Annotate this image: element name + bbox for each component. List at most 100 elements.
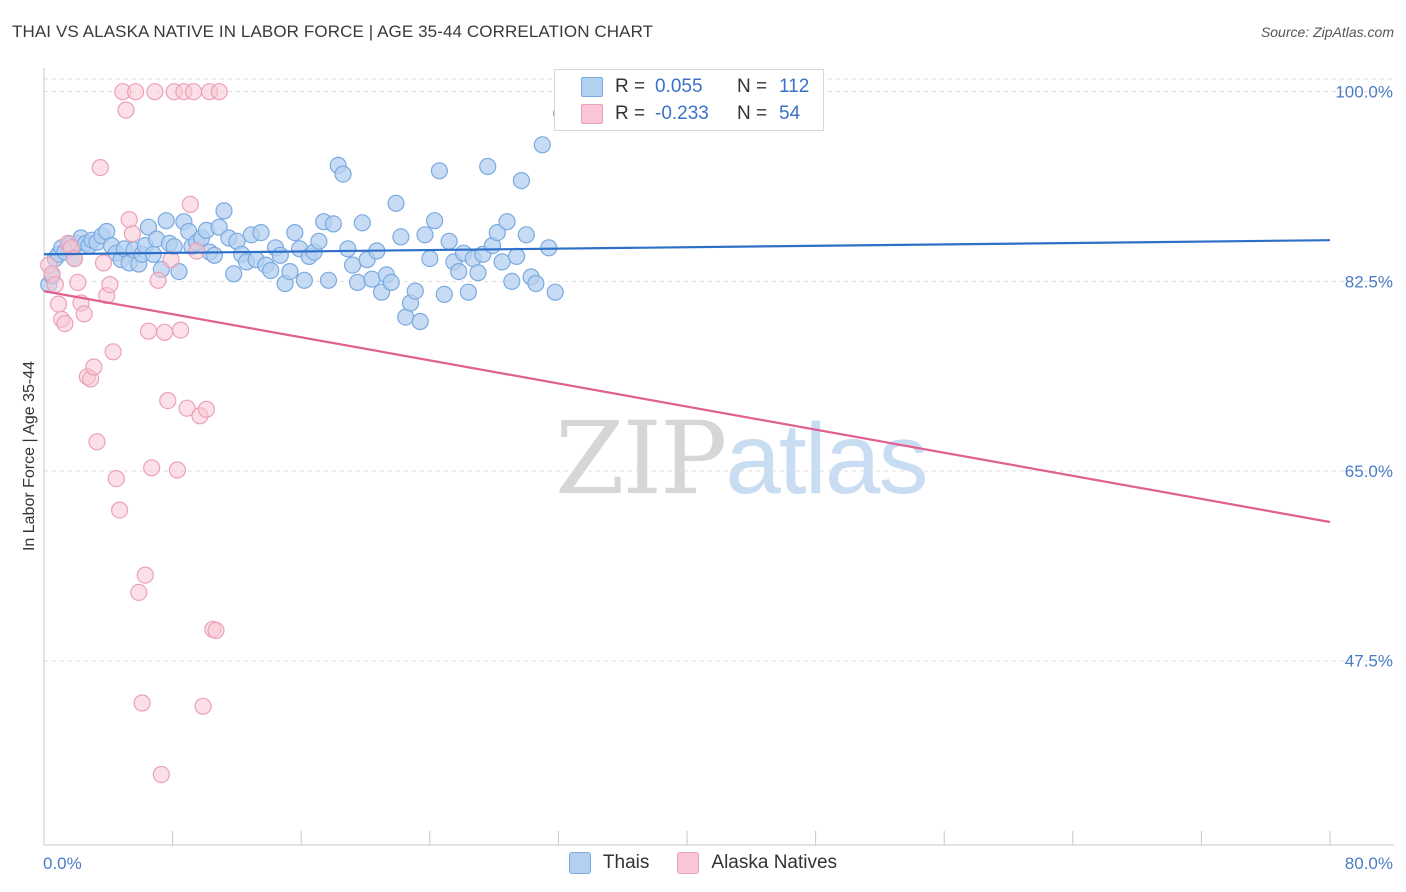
thais-legend-swatch [568,852,591,874]
alaska-natives-point [88,433,106,451]
y-tick-label: 65.0% [1345,462,1393,481]
alaska-natives-point [107,470,125,488]
thais-point [430,162,448,180]
n-label: N = [737,76,768,97]
thais-swatch [581,77,603,97]
thais-point [488,224,506,242]
thais-point [215,202,233,220]
thais-point [512,172,531,190]
thais-point [334,165,352,183]
y-tick-label: 47.5% [1345,652,1393,671]
watermark: ZIPatlas [555,400,929,517]
n-value: 54 [779,103,801,124]
alaska-natives-point [188,242,206,260]
thais-point [339,240,357,258]
thais-point [344,256,362,274]
thais-point [435,285,453,303]
thais-point [479,157,497,176]
r-value: 0.055 [655,76,703,97]
alaska-natives-trend-line [43,290,1331,524]
legend-item-thais[interactable]: Thais [568,852,650,874]
thais-point [262,261,280,280]
thais-point [324,215,342,233]
alaska-natives-point [49,295,68,313]
alaska-natives-point [194,697,212,715]
thais-legend-label: Thais [602,852,650,873]
alaska-natives-point [149,271,167,289]
thais-point [170,263,188,281]
alaska-natives-point [85,358,103,376]
alaska-natives-legend-label: Alaska Natives [711,852,838,873]
r-value: -0.233 [655,103,709,124]
r-label: R = [615,103,646,124]
alaska-natives-point [139,322,158,340]
alaska-natives-point [101,276,119,294]
thais-point [411,312,429,331]
n-value: 112 [779,76,810,97]
thais-point [387,194,405,212]
alaska-natives-legend-swatch [677,852,700,874]
thais-point [503,272,521,290]
thais-point [527,274,545,293]
thais-point [450,263,468,281]
chart-title: THAI VS ALASKA NATIVE IN LABOR FORCE | A… [12,22,654,41]
correlation-legend: R = 0.055 N = 112 R = -0.233 N = 54 [554,69,824,131]
thais-point [225,265,243,283]
alaska-natives-point [136,566,154,584]
source-label: Source: ZipAtlas.com [1260,24,1394,40]
alaska-natives-point [130,583,148,602]
alaska-natives-point [46,276,64,294]
alaska-natives-point [207,621,225,640]
alaska-natives-point [168,461,186,479]
thais-point [348,273,367,291]
alaska-natives-point [56,315,74,333]
thais-point [421,250,439,268]
grid-lines [44,78,1394,662]
alaska-natives-point [94,254,113,272]
legend-item-alaska-natives[interactable]: Alaska Natives [677,852,837,874]
x-tick-label: 80.0% [1345,854,1393,873]
thais-point [546,283,564,301]
alaska-natives-point [91,159,109,177]
thais-point [440,232,458,250]
alaska-natives-point [110,501,129,519]
alaska-natives-point [104,343,122,361]
alaska-natives-point [69,273,87,291]
thais-point [382,273,400,291]
alaska-natives-point [178,399,196,417]
x-tick-label: 0.0% [43,854,82,873]
r-label: R = [615,76,646,97]
axes [43,68,1394,846]
alaska-natives-point [162,251,180,269]
thais-point [517,226,535,244]
thais-point [353,214,371,232]
thais-point [392,228,410,246]
alaska-natives-point [123,225,141,243]
thais-point [406,282,424,300]
thais-point [286,224,304,242]
watermark-zip: ZIP [555,400,727,517]
alaska-natives-point [159,392,177,410]
thais-point [416,226,434,244]
y-tick-label: 82.5% [1345,272,1393,291]
thais-point [210,218,228,236]
alaska-natives-point [133,694,151,712]
alaska-natives-points [40,83,228,784]
thais-points [40,104,571,331]
alaska-natives-point [156,323,174,341]
watermark-atlas: atlas [725,403,928,515]
trend-lines [43,239,1331,524]
thais-point [139,218,158,236]
thais-point [459,283,477,301]
thais-point [469,264,487,282]
thais-point [507,247,526,265]
thais-point [271,246,289,264]
alaska-natives-point [152,765,170,784]
alaska-natives-point [143,459,161,477]
alaska-natives-point [181,195,199,213]
thais-point [533,136,551,154]
tick-labels: 47.5% 65.0% 82.5% 100.0% 0.0% 80.0% [43,83,1393,873]
y-tick-label: 100.0% [1335,83,1393,102]
series-legend: Thais Alaska Natives [0,852,1406,874]
thais-point [426,212,444,230]
